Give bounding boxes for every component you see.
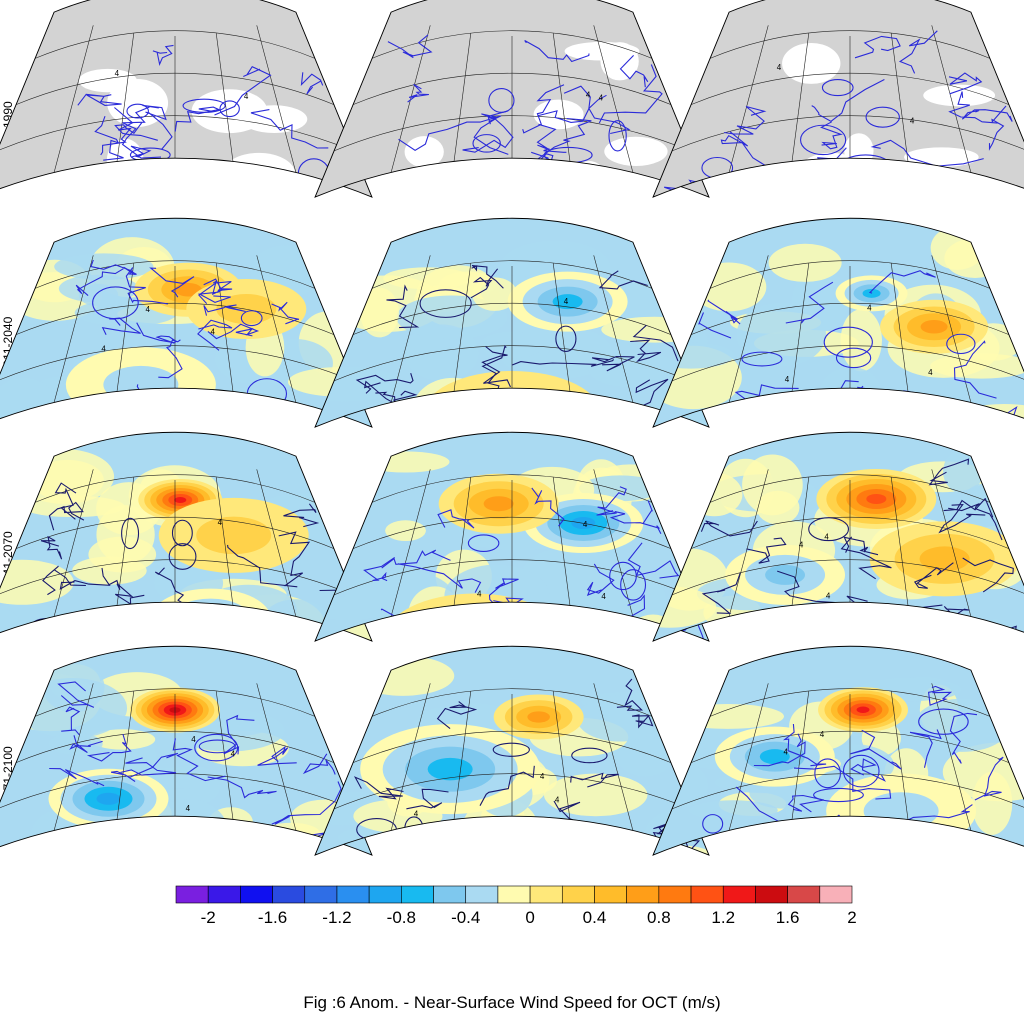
colorbar-tick-label: -0.8 bbox=[387, 908, 416, 927]
panel-esm2g-1961-1990: 444 bbox=[314, 0, 710, 198]
contour-label: 4 bbox=[532, 398, 537, 407]
contour-label: 4 bbox=[477, 589, 482, 598]
contour-label: 4 bbox=[928, 368, 933, 377]
contour-label: 4 bbox=[910, 116, 915, 125]
colorbar-swatch bbox=[755, 885, 788, 904]
contour-label: 4 bbox=[146, 305, 151, 314]
colorbar-swatch bbox=[787, 885, 821, 904]
contour-label: 4 bbox=[115, 69, 120, 78]
contour-label: 4 bbox=[777, 63, 782, 72]
colorbar-tick-label: 1.2 bbox=[711, 908, 735, 927]
colorbar-swatch bbox=[465, 885, 499, 904]
map-frame bbox=[652, 431, 1024, 642]
contour-label: 4 bbox=[824, 532, 829, 541]
colorbar-tick-label: 1.6 bbox=[776, 908, 800, 927]
map-frame bbox=[0, 431, 373, 642]
contour-label: 4 bbox=[867, 304, 872, 313]
figure-caption: Fig :6 Anom. - Near-Surface Wind Speed f… bbox=[303, 993, 720, 1012]
panel-esm2g-2011-2040: 444 bbox=[314, 217, 710, 428]
contour-label: 4 bbox=[176, 187, 181, 196]
contour-label: 4 bbox=[414, 810, 419, 819]
contour-label: 4 bbox=[186, 804, 191, 813]
contour-label: 4 bbox=[583, 520, 588, 529]
contour-label: 4 bbox=[231, 750, 236, 759]
contour-label: 4 bbox=[799, 540, 804, 549]
contour-label: 4 bbox=[101, 344, 106, 353]
panel-esm2m-2071-2100: 4 4 4 bbox=[652, 645, 1024, 856]
colorbar-tick-label: -1.6 bbox=[258, 908, 287, 927]
contour-label: 4 bbox=[878, 821, 883, 830]
contour-label: 4 bbox=[922, 174, 927, 183]
panel-cm3-1961-1990: 4 4 4 bbox=[0, 0, 373, 198]
land-mask bbox=[0, 0, 372, 198]
contour-label: 4 bbox=[820, 730, 825, 739]
contour-label: 4 bbox=[826, 592, 831, 601]
panel-esm2m-2041-2070: 4 4 4 bbox=[652, 431, 1024, 642]
map-frame bbox=[314, 645, 710, 856]
colorbar-swatch bbox=[561, 885, 595, 904]
contour-label: 4 bbox=[785, 375, 790, 384]
contour-label: 4 bbox=[555, 795, 560, 804]
colorbar-swatch bbox=[658, 885, 692, 904]
map-frame bbox=[0, 645, 373, 856]
panel-esm2m-1961-1990: 4 4 4 bbox=[652, 0, 1024, 198]
colorbar-tick-label: 2 bbox=[847, 908, 856, 927]
contour-label: 4 bbox=[244, 92, 249, 101]
colorbar-swatch bbox=[240, 885, 273, 904]
colorbar-swatch bbox=[368, 885, 402, 904]
contour-label: 4 bbox=[211, 327, 216, 336]
colorbar-swatch bbox=[626, 885, 660, 904]
colorbar-tick-label: -2 bbox=[201, 908, 216, 927]
panel-cm3-2071-2100: 4 4 4 bbox=[0, 645, 373, 856]
contour-label: 4 bbox=[536, 394, 541, 403]
colorbar-swatch bbox=[722, 885, 756, 904]
map-frame bbox=[314, 0, 710, 198]
colorbar-tick-label: 0 bbox=[525, 908, 534, 927]
map-frame bbox=[314, 217, 710, 428]
colorbar-swatch bbox=[497, 885, 531, 904]
colorbar-tick-label: 0.8 bbox=[647, 908, 671, 927]
colorbar-swatch bbox=[304, 885, 338, 904]
colorbar-swatch bbox=[401, 885, 434, 904]
map-frame bbox=[652, 217, 1024, 428]
colorbar-swatch bbox=[207, 885, 241, 904]
colorbar-tick-label: 0.4 bbox=[583, 908, 607, 927]
contour-label: 4 bbox=[564, 297, 569, 306]
panel-esm2g-2071-2100: 4 4 4 bbox=[314, 645, 710, 856]
contour-label: 4 bbox=[601, 592, 606, 601]
contour-label: 4 bbox=[599, 94, 604, 103]
contour-label: 4 bbox=[606, 172, 611, 181]
colorbar-swatch bbox=[594, 885, 627, 904]
colorbar-swatch bbox=[175, 885, 209, 904]
map-frame bbox=[0, 217, 373, 428]
map-frame bbox=[652, 0, 1024, 198]
map-frame bbox=[0, 0, 373, 198]
map-frame bbox=[652, 645, 1024, 856]
colorbar-swatch bbox=[819, 885, 853, 904]
contour-label: 4 bbox=[76, 612, 81, 621]
colorbar-swatch bbox=[690, 885, 724, 904]
contour-label: 4 bbox=[540, 772, 545, 781]
panel-esm2m-2011-2040: 4 4 4 bbox=[652, 217, 1024, 428]
contour-label: 4 bbox=[191, 735, 196, 744]
colorbar: -2 -1.6 -1.2 -0.8 -0.4 0 0.4 0.8 1.2 1.6 2 bbox=[175, 885, 857, 927]
colorbar-swatch bbox=[433, 885, 467, 904]
colorbar-tick-label: -1.2 bbox=[322, 908, 351, 927]
contour-label: 4 bbox=[218, 518, 223, 527]
contour-label: 4 bbox=[586, 90, 591, 99]
colorbar-swatch bbox=[529, 885, 563, 904]
colorbar-swatch bbox=[336, 885, 370, 904]
colorbar-tick-label: -0.4 bbox=[451, 908, 480, 927]
colorbar-swatch bbox=[272, 885, 306, 904]
contour-label: 4 bbox=[783, 747, 788, 756]
map-frame bbox=[314, 431, 710, 642]
